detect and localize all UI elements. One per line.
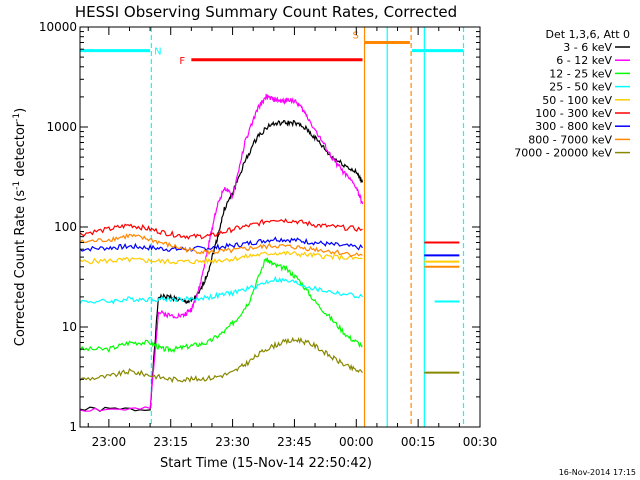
y-axis-label: Corrected Count Rate (s-1 detector-1) [12,108,28,346]
y-tick-label: 10000 [39,20,77,34]
flag-label-F: F [179,56,185,67]
series-line-4 [79,250,363,265]
x-axis: 23:00 23:15 23:30 23:45 00:00 00:15 00:30 [87,27,498,449]
series-line-8 [79,336,363,384]
x-tick-label: 23:15 [153,435,188,449]
chart-title: HESSI Observing Summary Count Rates, Cor… [75,3,457,21]
legend-label: 800 - 7000 keV [528,133,612,146]
series-line-7 [79,233,363,258]
y-tick-label: 10 [62,320,77,334]
x-tick-label: 23:45 [277,435,312,449]
series-line-0 [79,119,364,413]
series-line-2 [79,257,363,354]
y-axis: 1 10 100 1000 10000 [39,20,480,434]
flag-label-S: S [353,30,359,41]
legend-label: 3 - 6 keV [563,41,612,54]
x-tick-label: 23:30 [215,435,250,449]
legend-label: 6 - 12 keV [556,54,612,67]
legend-label: 25 - 50 keV [549,81,612,94]
footer-timestamp: 16-Nov-2014 17:15 [559,468,636,477]
x-axis-label: Start Time (15-Nov-14 22:50:42) [160,456,372,471]
plot-frame [79,26,481,428]
series-line-1 [79,93,364,412]
x-tick-label: 23:00 [92,435,127,449]
series-line-5 [79,217,363,240]
legend-label: 7000 - 20000 keV [514,147,612,160]
plot-marks: N F S [79,27,465,427]
legend-label: 100 - 300 keV [535,107,612,120]
x-tick-label: 00:30 [463,435,498,449]
series-line-6 [79,236,363,252]
legend-label: 12 - 25 keV [549,67,612,80]
legend-label: 50 - 100 keV [542,94,612,107]
legend-label: 300 - 800 keV [535,120,612,133]
series-line-3 [79,275,363,305]
legend-title: Det 1,3,6, Att 0 [546,28,630,41]
y-tick-label: 1 [69,420,77,434]
flag-label-N: N [154,47,161,58]
x-tick-label: 00:00 [339,435,374,449]
y-tick-label: 100 [54,220,77,234]
x-tick-label: 00:15 [401,435,436,449]
y-tick-label: 1000 [46,120,77,134]
